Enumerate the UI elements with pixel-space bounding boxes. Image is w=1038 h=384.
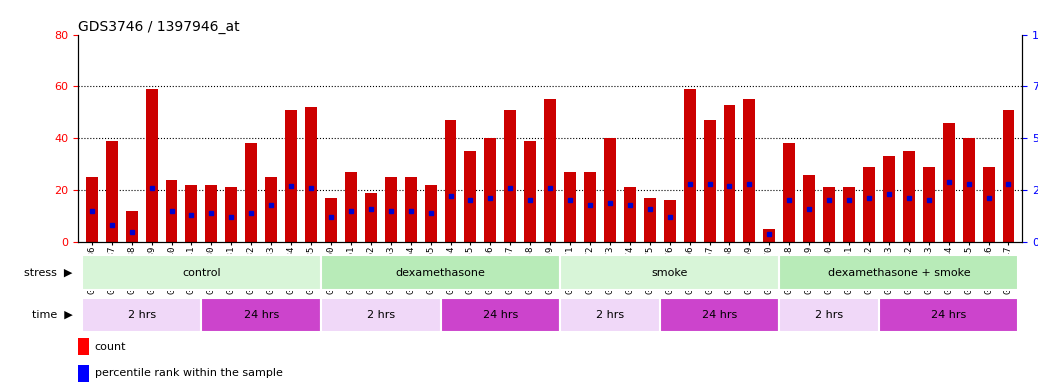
- Text: control: control: [182, 268, 221, 278]
- Bar: [464, 151, 476, 242]
- Bar: [444, 120, 457, 242]
- Text: 24 hrs: 24 hrs: [702, 310, 737, 320]
- Text: stress  ▶: stress ▶: [24, 268, 73, 278]
- Bar: [265, 177, 277, 242]
- Bar: [165, 180, 177, 242]
- Bar: [962, 138, 975, 242]
- Bar: [206, 185, 217, 242]
- Text: smoke: smoke: [652, 268, 688, 278]
- Bar: [145, 89, 158, 242]
- Bar: [660, 298, 780, 332]
- Bar: [743, 99, 756, 242]
- Bar: [943, 123, 955, 242]
- Text: percentile rank within the sample: percentile rank within the sample: [94, 368, 282, 379]
- Bar: [883, 156, 895, 242]
- Bar: [544, 99, 556, 242]
- Bar: [201, 298, 321, 332]
- Bar: [624, 187, 636, 242]
- Bar: [405, 177, 416, 242]
- Bar: [763, 229, 775, 242]
- Bar: [345, 172, 357, 242]
- Bar: [285, 110, 297, 242]
- Text: count: count: [94, 341, 127, 352]
- Bar: [78, 365, 89, 382]
- Bar: [321, 255, 561, 290]
- Bar: [879, 298, 1018, 332]
- Bar: [663, 200, 676, 242]
- Bar: [684, 89, 695, 242]
- Bar: [78, 338, 89, 355]
- Bar: [82, 298, 201, 332]
- Text: 2 hrs: 2 hrs: [815, 310, 843, 320]
- Bar: [784, 144, 795, 242]
- Bar: [843, 187, 855, 242]
- Bar: [364, 193, 377, 242]
- Bar: [524, 141, 537, 242]
- Bar: [723, 104, 736, 242]
- Text: 2 hrs: 2 hrs: [366, 310, 394, 320]
- Bar: [225, 187, 238, 242]
- Bar: [561, 255, 780, 290]
- Bar: [106, 141, 117, 242]
- Bar: [780, 255, 1018, 290]
- Text: 2 hrs: 2 hrs: [128, 310, 156, 320]
- Bar: [584, 172, 596, 242]
- Bar: [325, 198, 337, 242]
- Bar: [983, 167, 994, 242]
- Text: GDS3746 / 1397946_at: GDS3746 / 1397946_at: [78, 20, 240, 33]
- Bar: [564, 172, 576, 242]
- Bar: [504, 110, 516, 242]
- Bar: [561, 298, 660, 332]
- Bar: [1003, 110, 1014, 242]
- Bar: [321, 298, 440, 332]
- Bar: [305, 107, 317, 242]
- Bar: [823, 187, 836, 242]
- Bar: [704, 120, 715, 242]
- Bar: [604, 138, 616, 242]
- Bar: [440, 298, 561, 332]
- Bar: [245, 144, 257, 242]
- Bar: [863, 167, 875, 242]
- Bar: [485, 138, 496, 242]
- Bar: [803, 175, 815, 242]
- Bar: [385, 177, 397, 242]
- Text: 24 hrs: 24 hrs: [244, 310, 279, 320]
- Text: dexamethasone + smoke: dexamethasone + smoke: [827, 268, 971, 278]
- Bar: [923, 167, 935, 242]
- Bar: [86, 177, 98, 242]
- Bar: [644, 198, 656, 242]
- Bar: [780, 298, 879, 332]
- Bar: [903, 151, 914, 242]
- Bar: [126, 211, 138, 242]
- Bar: [186, 185, 197, 242]
- Bar: [82, 255, 321, 290]
- Text: time  ▶: time ▶: [32, 310, 73, 320]
- Text: dexamethasone: dexamethasone: [395, 268, 486, 278]
- Text: 24 hrs: 24 hrs: [483, 310, 518, 320]
- Text: 24 hrs: 24 hrs: [931, 310, 966, 320]
- Bar: [425, 185, 437, 242]
- Text: 2 hrs: 2 hrs: [596, 310, 624, 320]
